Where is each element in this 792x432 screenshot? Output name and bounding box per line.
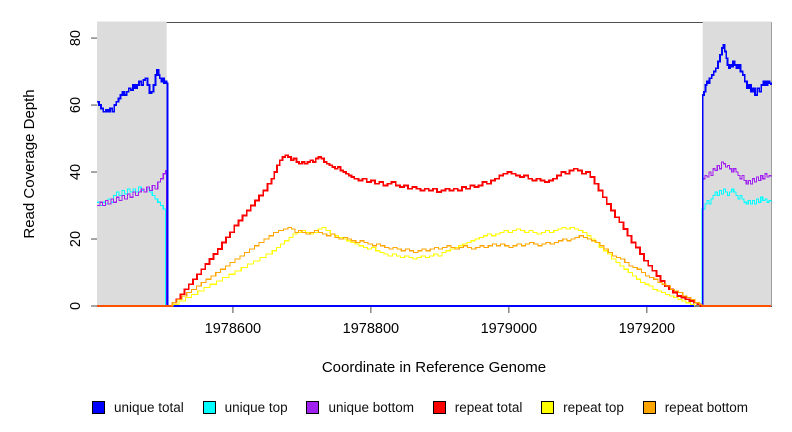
x-axis-title: Coordinate in Reference Genome: [322, 359, 546, 376]
legend-swatch-unique-top: [202, 400, 216, 414]
x-tick-label: 1979000: [481, 321, 537, 337]
series-line-repeat-top: [97, 226, 771, 307]
y-axis-title: Read Coverage Depth: [21, 89, 38, 238]
series-line-repeat-bottom: [97, 226, 771, 307]
legend-label: unique bottom: [328, 399, 414, 415]
legend-label: repeat total: [454, 399, 523, 415]
legend-swatch-unique-total: [92, 400, 105, 414]
legend-label: repeat bottom: [664, 399, 748, 415]
legend-item-unique-bottom: unique bottom: [306, 400, 414, 415]
legend-label: unique top: [224, 399, 288, 415]
legend-swatch-repeat-bottom: [642, 400, 656, 414]
x-axis: 1978600 1978800 1979000 1979200: [205, 307, 675, 337]
legend-item-repeat-total: repeat total: [432, 399, 523, 415]
series-line-unique-bottom: [97, 161, 772, 307]
legend-item-unique-total: unique total: [92, 400, 184, 415]
legend-swatch-repeat-top: [541, 400, 555, 414]
x-tick-label: 1978600: [205, 321, 261, 337]
legend-item-unique-top: unique top: [202, 399, 288, 415]
legend-label: repeat top: [563, 399, 624, 415]
legend-item-repeat-bottom: repeat bottom: [642, 399, 748, 415]
series-line-unique-top: [97, 186, 772, 307]
plot-svg: 1978600 1978800 1979000 1979200 0 20 40 60 80 Coo…: [21, 21, 772, 376]
y-axis: 0 20 40 60 80: [68, 30, 97, 310]
series-line-unique-total: [97, 43, 772, 307]
y-tick-label: 20: [68, 231, 84, 247]
legend-swatch-repeat-total: [432, 400, 446, 414]
y-tick-label: 80: [68, 30, 84, 46]
y-tick-label: 60: [68, 97, 84, 113]
legend: unique total unique top unique bottom re…: [92, 398, 748, 416]
legend-item-repeat-top: repeat top: [541, 400, 624, 415]
shaded-region-left: [97, 21, 167, 307]
y-tick-label: 40: [68, 164, 84, 180]
y-tick-label: 0: [68, 302, 84, 310]
x-tick-label: 1978800: [343, 321, 399, 337]
x-tick-label: 1979200: [619, 321, 675, 337]
series-line-repeat-total: [97, 154, 771, 307]
plot-box: [97, 22, 772, 307]
legend-label: unique total: [114, 399, 184, 415]
legend-swatch-unique-bottom: [306, 400, 320, 414]
